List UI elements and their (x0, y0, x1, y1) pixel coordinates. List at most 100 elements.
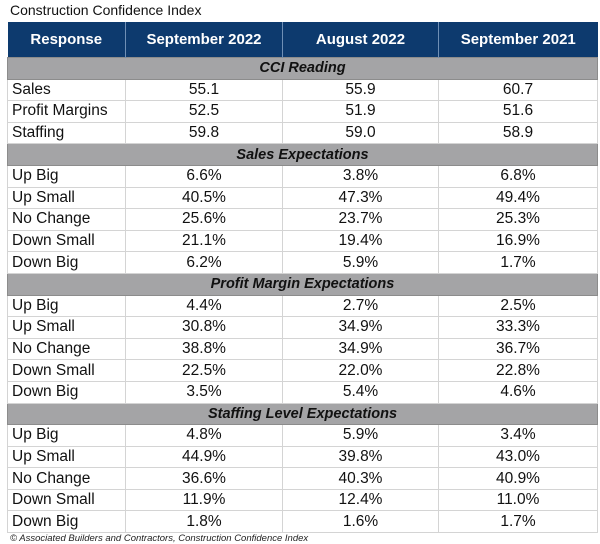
row-label: Down Small (7, 488, 126, 512)
table-cell: 1.8% (125, 510, 283, 534)
table-cell: 36.7% (438, 337, 598, 361)
table-cell: 1.7% (438, 510, 598, 534)
table-cell: 25.6% (125, 208, 283, 231)
table-cell: 30.8% (125, 316, 283, 339)
row-label: Down Small (7, 229, 126, 253)
row-label: Down Big (7, 380, 126, 404)
table-cell: 51.6 (438, 100, 598, 123)
table-cell: 51.9 (282, 100, 439, 123)
table-cell: 59.8 (125, 121, 283, 145)
table-row: Down Big 6.2% 5.9% 1.7% (7, 251, 598, 274)
table-cell: 3.5% (125, 380, 283, 404)
table-row: No Change 36.6% 40.3% 40.9% (7, 467, 598, 490)
table-cell: 5.4% (282, 380, 439, 404)
section-title: CCI Reading (7, 57, 598, 80)
column-header: September 2021 (438, 22, 598, 58)
table-cell: 60.7 (438, 78, 598, 102)
table-cell: 1.6% (282, 510, 439, 534)
table-cell: 55.9 (282, 78, 439, 102)
table-row: Up Small 40.5% 47.3% 49.4% (7, 186, 598, 210)
table-row: Staffing 59.8 59.0 58.9 (7, 121, 598, 145)
table-cell: 1.7% (438, 251, 598, 274)
table-row: Up Big 6.6% 3.8% 6.8% (7, 164, 598, 188)
footer-credit: © Associated Builders and Contractors, C… (10, 533, 309, 544)
row-label: Up Big (7, 424, 126, 447)
column-header: Response (7, 22, 126, 58)
row-label: Staffing (7, 121, 126, 145)
table-cell: 23.7% (282, 208, 439, 231)
row-label: Down Big (7, 251, 126, 274)
table-cell: 16.9% (438, 229, 598, 253)
table-row: Up Small 30.8% 34.9% 33.3% (7, 316, 598, 339)
section-row: Staffing Level Expectations (7, 402, 598, 426)
table-cell: 6.2% (125, 251, 283, 274)
row-label: No Change (7, 337, 126, 361)
table-row: Down Big 3.5% 5.4% 4.6% (7, 380, 598, 404)
table-cell: 4.8% (125, 424, 283, 447)
table-cell: 59.0 (282, 121, 439, 145)
section-title: Profit Margin Expectations (7, 272, 598, 296)
cci-table: Response September 2022 August 2022 Septemb… (7, 22, 598, 534)
table-cell: 33.3% (438, 316, 598, 339)
row-label: Sales (7, 78, 126, 102)
table-cell: 40.9% (438, 467, 598, 490)
table-title: Construction Confidence Index (10, 2, 202, 18)
row-label: Up Small (7, 445, 126, 469)
table-row: Down Small 22.5% 22.0% 22.8% (7, 359, 598, 382)
table-row: Down Big 1.8% 1.6% 1.7% (7, 510, 598, 534)
row-label: Down Small (7, 359, 126, 382)
table-cell: 58.9 (438, 121, 598, 145)
table-cell: 34.9% (282, 316, 439, 339)
section-title: Sales Expectations (7, 143, 598, 166)
table-cell: 36.6% (125, 467, 283, 490)
table-cell: 5.9% (282, 251, 439, 274)
table-row: Up Big 4.8% 5.9% 3.4% (7, 424, 598, 447)
table-row: No Change 25.6% 23.7% 25.3% (7, 208, 598, 231)
table-cell: 22.0% (282, 359, 439, 382)
table-cell: 12.4% (282, 488, 439, 512)
row-label: Up Big (7, 164, 126, 188)
row-label: Profit Margins (7, 100, 126, 123)
column-header: September 2022 (125, 22, 283, 58)
row-label: Down Big (7, 510, 126, 534)
table-cell: 44.9% (125, 445, 283, 469)
table-cell: 40.5% (125, 186, 283, 210)
table-cell: 3.4% (438, 424, 598, 447)
table-cell: 3.8% (282, 164, 439, 188)
table-cell: 40.3% (282, 467, 439, 490)
table-row: Down Small 11.9% 12.4% 11.0% (7, 488, 598, 512)
table-cell: 22.8% (438, 359, 598, 382)
section-row: CCI Reading (7, 57, 598, 80)
table-cell: 55.1 (125, 78, 283, 102)
row-label: Up Small (7, 186, 126, 210)
row-label: Up Big (7, 294, 126, 318)
table-cell: 2.7% (282, 294, 439, 318)
table-cell: 38.8% (125, 337, 283, 361)
table-row: Up Small 44.9% 39.8% 43.0% (7, 445, 598, 469)
table-cell: 39.8% (282, 445, 439, 469)
section-row: Profit Margin Expectations (7, 272, 598, 296)
table-cell: 4.4% (125, 294, 283, 318)
table-row: Profit Margins 52.5 51.9 51.6 (7, 100, 598, 123)
row-label: No Change (7, 208, 126, 231)
table-cell: 43.0% (438, 445, 598, 469)
table-cell: 19.4% (282, 229, 439, 253)
table-cell: 34.9% (282, 337, 439, 361)
row-label: No Change (7, 467, 126, 490)
table-cell: 6.6% (125, 164, 283, 188)
table-cell: 21.1% (125, 229, 283, 253)
table-cell: 47.3% (282, 186, 439, 210)
table-cell: 52.5 (125, 100, 283, 123)
header-row: Response September 2022 August 2022 Septemb… (7, 22, 598, 58)
table-row: Up Big 4.4% 2.7% 2.5% (7, 294, 598, 318)
table-cell: 11.9% (125, 488, 283, 512)
table-cell: 6.8% (438, 164, 598, 188)
row-label: Up Small (7, 316, 126, 339)
table-cell: 2.5% (438, 294, 598, 318)
table-cell: 4.6% (438, 380, 598, 404)
table-row: No Change 38.8% 34.9% 36.7% (7, 337, 598, 361)
section-row: Sales Expectations (7, 143, 598, 166)
table-row: Down Small 21.1% 19.4% 16.9% (7, 229, 598, 253)
table-cell: 49.4% (438, 186, 598, 210)
column-header: August 2022 (282, 22, 439, 58)
